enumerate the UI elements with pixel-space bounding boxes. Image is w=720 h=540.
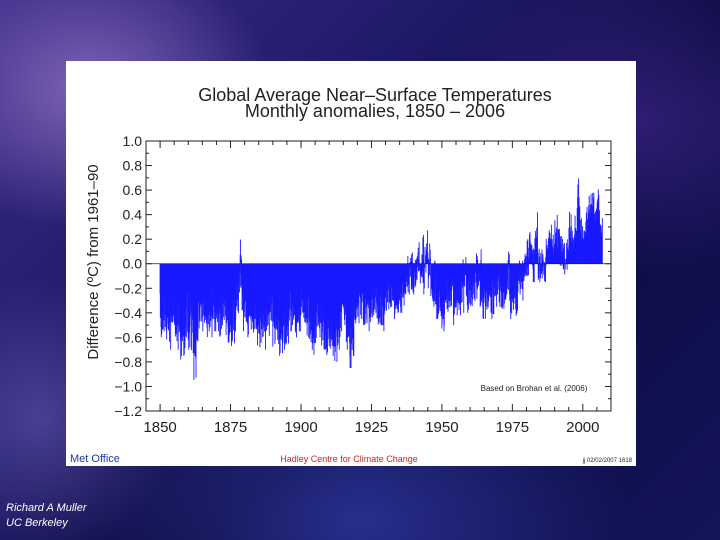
y-tick-label: 0.6 (123, 182, 143, 198)
temperature-figure: Global Average Near–Surface Temperatures… (66, 61, 636, 466)
credit-name: Richard A Muller (6, 502, 87, 514)
y-tick-label: −0.6 (114, 329, 142, 345)
figure-stamp: jj 02/02/2007 1618 (582, 458, 633, 464)
y-tick-label: 0.4 (123, 207, 143, 223)
x-tick-label: 1875 (214, 419, 247, 436)
temperature-chart: Global Average Near–Surface Temperatures… (70, 85, 633, 465)
y-tick-label: −0.4 (114, 305, 142, 321)
chart-axes: 1.0 0.8 0.6 0.4 0.2 0.0 −0.2 −0.4 −0.6 −0.8 −1.0 −1… (114, 133, 612, 436)
y-tick-label: −0.2 (114, 280, 142, 296)
y-tick-label: −1.0 (114, 378, 142, 394)
source-note: Based on Brohan et al. (2006) (481, 384, 588, 393)
y-tick-label: 0.2 (123, 231, 143, 247)
x-tick-label: 1925 (355, 419, 388, 436)
x-tick-label: 1975 (496, 419, 529, 436)
y-axis-label: Difference (ºC) from 1961–90 (85, 164, 102, 359)
x-tick-label: 1950 (425, 419, 458, 436)
hadley-centre-label: Hadley Centre for Climate Change (280, 454, 418, 464)
y-tick-label: 0.0 (123, 256, 143, 272)
y-tick-label: −0.8 (114, 354, 142, 370)
anomaly-bars (159, 178, 603, 380)
credit-affiliation: UC Berkeley (6, 517, 68, 529)
y-tick-label: −1.2 (114, 403, 142, 419)
x-tick-label: 1900 (284, 419, 317, 436)
chart-subtitle: Monthly anomalies, 1850 – 2006 (245, 101, 505, 121)
chart-title: Global Average Near–Surface Temperatures (198, 85, 552, 105)
y-tick-label: 0.8 (123, 158, 143, 174)
x-tick-label: 1850 (143, 419, 176, 436)
y-tick-label: 1.0 (123, 133, 143, 149)
met-office-label: Met Office (70, 453, 120, 465)
x-tick-label: 2000 (566, 419, 599, 436)
